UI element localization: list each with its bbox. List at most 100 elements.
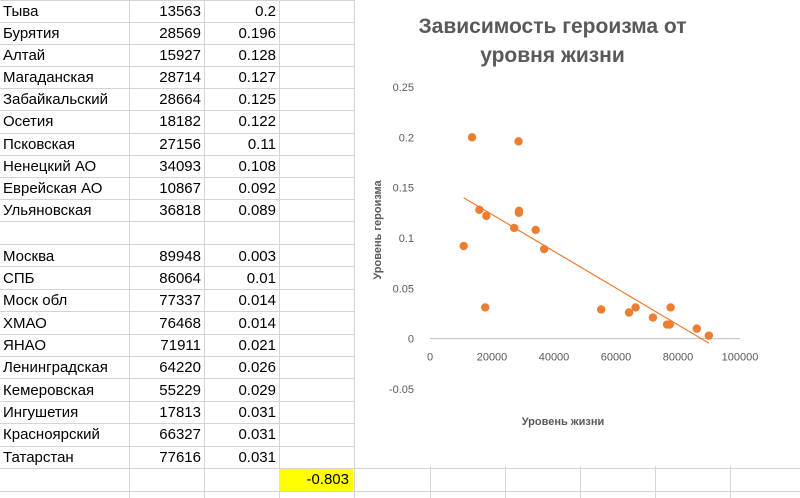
data-point bbox=[624, 308, 634, 317]
cell-region[interactable]: Тыва bbox=[3, 3, 39, 20]
data-point bbox=[509, 223, 519, 233]
cell-income[interactable]: 55229 bbox=[159, 382, 201, 399]
data-point bbox=[704, 331, 714, 340]
cell-region[interactable]: ЯНАО bbox=[3, 337, 47, 354]
cell-heroism[interactable]: 0.031 bbox=[238, 449, 276, 466]
cell-heroism[interactable]: 0.031 bbox=[238, 404, 276, 421]
cell-region[interactable]: Псковская bbox=[3, 136, 76, 153]
grid-row-line bbox=[0, 401, 355, 402]
grid-row-line bbox=[0, 244, 355, 245]
cell-region[interactable]: Алтай bbox=[3, 47, 46, 64]
cell-heroism[interactable]: 0.014 bbox=[238, 292, 276, 309]
grid-column-line bbox=[279, 0, 280, 498]
data-point bbox=[459, 241, 468, 251]
cell-income[interactable]: 89948 bbox=[159, 248, 201, 265]
cell-region[interactable]: Татарстан bbox=[3, 449, 74, 466]
cell-income[interactable]: 28714 bbox=[159, 69, 201, 86]
cell-income[interactable]: 66327 bbox=[159, 426, 201, 443]
cell-income[interactable]: 18182 bbox=[159, 113, 201, 130]
y-tick-label: 0.2 bbox=[399, 132, 414, 144]
cell-income[interactable]: 71911 bbox=[160, 337, 201, 354]
cell-region[interactable]: Ульяновская bbox=[3, 202, 92, 219]
x-tick-label: 60000 bbox=[601, 352, 632, 364]
grid-row-line bbox=[0, 446, 355, 447]
cell-region[interactable]: Моск обл bbox=[3, 292, 68, 309]
data-point bbox=[666, 303, 675, 312]
cell-region[interactable]: Магаданская bbox=[3, 69, 94, 86]
cell-heroism[interactable]: 0.021 bbox=[238, 337, 276, 354]
data-point bbox=[648, 313, 658, 322]
cell-region[interactable]: Забайкальский bbox=[3, 91, 108, 108]
cell-region[interactable]: Осетия bbox=[3, 113, 54, 130]
data-point bbox=[482, 211, 491, 221]
cell-income[interactable]: 28664 bbox=[159, 91, 201, 108]
cell-region[interactable]: Еврейская АО bbox=[3, 180, 103, 197]
cell-heroism[interactable]: 0.196 bbox=[238, 25, 276, 42]
cell-heroism[interactable]: 0.029 bbox=[238, 382, 276, 399]
cell-income[interactable]: 15927 bbox=[159, 47, 201, 64]
data-point bbox=[475, 205, 484, 215]
cell-heroism[interactable]: 0.089 bbox=[238, 202, 276, 219]
cell-income[interactable]: 27156 bbox=[159, 136, 201, 153]
data-point bbox=[531, 225, 540, 235]
y-tick-label: 0.1 bbox=[399, 233, 414, 245]
data-point bbox=[631, 303, 640, 312]
cell-heroism[interactable]: 0.11 bbox=[247, 136, 276, 153]
grid-row-line bbox=[0, 44, 355, 45]
cell-region[interactable]: Красноярский bbox=[3, 426, 100, 443]
grid-row-line bbox=[0, 199, 355, 200]
grid-row-line bbox=[0, 22, 355, 23]
x-tick-label: 0 bbox=[427, 352, 433, 364]
cell-income[interactable]: 17813 bbox=[159, 404, 201, 421]
cell-heroism[interactable]: 0.127 bbox=[238, 69, 276, 86]
cell-income[interactable]: 64220 bbox=[159, 359, 201, 376]
cell-heroism[interactable]: 0.2 bbox=[255, 3, 276, 20]
x-axis-title: Уровень жизни bbox=[522, 416, 605, 428]
cell-heroism[interactable]: 0.031 bbox=[238, 426, 276, 443]
cell-income[interactable]: 10867 bbox=[159, 180, 201, 197]
scatter-chart[interactable]: Зависимость героизма от уровня жизни 0.2… bbox=[355, 0, 800, 466]
cell-income[interactable]: 13563 bbox=[159, 3, 201, 20]
trendline bbox=[463, 197, 710, 344]
cell-income[interactable]: 86064 bbox=[159, 270, 201, 287]
grid-row-line bbox=[0, 88, 355, 89]
cell-income[interactable]: 76468 bbox=[159, 315, 201, 332]
cell-region[interactable]: ХМАО bbox=[3, 315, 47, 332]
cell-region[interactable]: Кемеровская bbox=[3, 382, 95, 399]
cell-heroism[interactable]: 0.026 bbox=[238, 359, 276, 376]
cell-heroism[interactable]: 0.125 bbox=[238, 91, 276, 108]
cell-income[interactable]: 28569 bbox=[159, 25, 201, 42]
y-tick-label: 0.25 bbox=[393, 82, 414, 94]
cell-region[interactable]: Москва bbox=[3, 248, 55, 265]
x-tick-label: 20000 bbox=[477, 352, 508, 364]
chart-plot-area: 0.25 0.2 0.15 0.1 0.05 0 -0.05 0 20000 40000 60000… bbox=[372, 82, 759, 428]
y-tick-label: -0.05 bbox=[389, 384, 414, 396]
grid-row-line bbox=[0, 110, 355, 111]
cell-region[interactable]: Бурятия bbox=[3, 25, 60, 42]
cell-income[interactable]: 36818 bbox=[159, 202, 201, 219]
x-tick-label: 100000 bbox=[722, 352, 759, 364]
data-point bbox=[467, 133, 477, 142]
correlation-cell[interactable]: -0.803 bbox=[279, 469, 353, 491]
cell-income[interactable]: 77337 bbox=[159, 292, 201, 309]
cell-heroism[interactable]: 0.014 bbox=[238, 315, 276, 332]
cell-heroism[interactable]: 0.122 bbox=[238, 113, 276, 130]
cell-income[interactable]: 77616 bbox=[159, 449, 201, 466]
cell-region[interactable]: СПБ bbox=[3, 270, 35, 287]
correlation-value: -0.803 bbox=[306, 471, 349, 488]
cell-region[interactable]: Ленинградская bbox=[3, 359, 108, 376]
cell-heroism[interactable]: 0.092 bbox=[238, 180, 276, 197]
cell-heroism[interactable]: 0.128 bbox=[238, 47, 276, 64]
y-tick-label: 0 bbox=[408, 334, 414, 346]
cell-region[interactable]: Ненецкий АО bbox=[3, 158, 97, 175]
data-point bbox=[514, 137, 523, 146]
cell-heroism[interactable]: 0.108 bbox=[238, 158, 276, 175]
cell-heroism[interactable]: 0.003 bbox=[238, 248, 276, 265]
cell-income[interactable]: 34093 bbox=[159, 158, 201, 175]
grid-row-line bbox=[0, 311, 355, 312]
cell-region[interactable]: Ингушетия bbox=[3, 404, 79, 421]
cell-heroism[interactable]: 0.01 bbox=[246, 270, 276, 287]
y-axis-title: Уровень героизма bbox=[372, 179, 384, 279]
grid-row-line bbox=[0, 266, 355, 267]
grid-row-line bbox=[0, 334, 355, 335]
